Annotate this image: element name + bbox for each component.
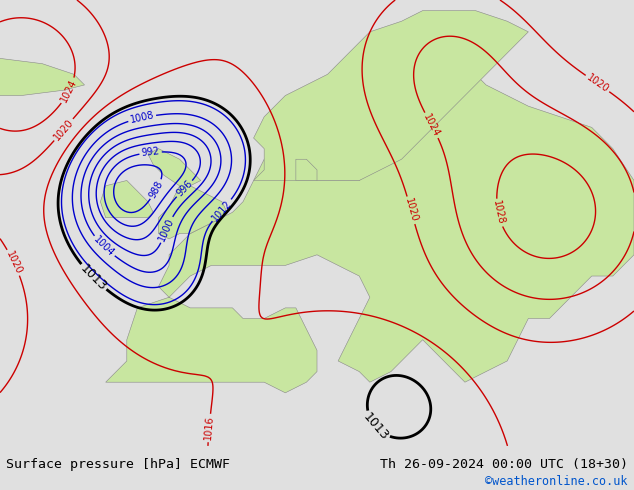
Text: 1020: 1020: [403, 197, 419, 223]
Polygon shape: [100, 180, 153, 218]
Text: Surface pressure [hPa] ECMWF: Surface pressure [hPa] ECMWF: [6, 458, 230, 471]
Text: 992: 992: [141, 147, 160, 158]
Text: 1024: 1024: [59, 78, 79, 104]
Polygon shape: [106, 74, 634, 393]
Text: 996: 996: [174, 178, 195, 199]
Text: 1013: 1013: [360, 410, 391, 443]
Text: 1008: 1008: [129, 110, 155, 125]
Text: 1004: 1004: [92, 234, 116, 259]
Text: 1016: 1016: [203, 416, 215, 441]
Text: 1000: 1000: [157, 217, 176, 243]
Text: Th 26-09-2024 00:00 UTC (18+30): Th 26-09-2024 00:00 UTC (18+30): [380, 458, 628, 471]
Polygon shape: [296, 159, 317, 180]
Polygon shape: [148, 148, 227, 239]
Text: 1020: 1020: [52, 117, 75, 142]
Text: 1013: 1013: [77, 262, 109, 293]
Text: 1020: 1020: [585, 73, 611, 95]
Polygon shape: [0, 58, 84, 96]
Polygon shape: [254, 11, 528, 180]
Text: 988: 988: [148, 179, 165, 200]
Text: 1020: 1020: [4, 249, 23, 276]
Text: 1024: 1024: [422, 112, 442, 139]
Text: 1012: 1012: [210, 197, 234, 223]
Text: ©weatheronline.co.uk: ©weatheronline.co.uk: [485, 475, 628, 488]
Text: 1028: 1028: [491, 200, 506, 226]
